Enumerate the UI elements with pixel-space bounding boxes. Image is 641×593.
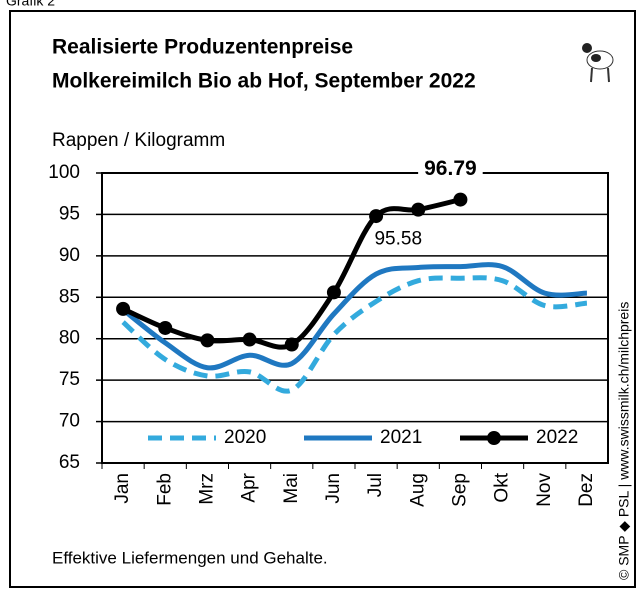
y-tick-label: 80	[59, 328, 80, 349]
chart-title: Molkereimilch Bio ab Hof, September 2022	[52, 70, 476, 93]
point	[411, 203, 425, 217]
legend-label: 2021	[380, 427, 422, 448]
series-line	[123, 200, 460, 348]
chart-title: Realisierte Produzentenpreise	[52, 36, 353, 59]
source: © SMP ◆ PSL | www.swissmilk.ch/milchprei…	[616, 302, 632, 580]
y-tick-label: 85	[59, 286, 80, 307]
legend-marker	[487, 431, 501, 445]
x-tick-label: Feb	[154, 473, 175, 506]
y-tick-label: 100	[48, 162, 80, 183]
point	[158, 321, 172, 335]
legend-label: 2020	[224, 427, 266, 448]
x-tick-label: Apr	[239, 472, 260, 502]
data-label: 95.58	[374, 229, 422, 250]
point	[327, 285, 341, 299]
y-tick-label: 95	[59, 203, 80, 224]
y-tick-label: 90	[59, 245, 80, 266]
point	[116, 302, 130, 316]
x-tick-label: Okt	[492, 472, 513, 502]
point	[369, 209, 383, 223]
x-tick-label: Mrz	[196, 473, 217, 505]
legend-label: 2022	[536, 427, 578, 448]
x-tick-label: Mai	[281, 473, 302, 504]
y-tick-label: 75	[59, 369, 80, 390]
footnote: Effektive Liefermengen und Gehalte.	[52, 548, 328, 567]
x-tick-label: Dez	[576, 473, 597, 507]
x-tick-label: Sep	[449, 473, 470, 507]
y-axis-label: Rappen / Kilogramm	[52, 130, 225, 151]
cow-icon	[582, 43, 613, 82]
point	[453, 193, 467, 207]
x-tick-label: Aug	[407, 473, 428, 507]
x-tick-label: Jul	[365, 473, 386, 497]
page-label: Grafik 2	[6, 0, 55, 9]
data-label: 96.79	[424, 157, 477, 180]
x-tick-label: Jan	[112, 473, 133, 504]
x-tick-label: Jun	[323, 473, 344, 504]
chart: Grafik 2 Realisierte Produzentenpreise M…	[0, 0, 641, 588]
x-tick-label: Nov	[534, 473, 555, 507]
point	[243, 333, 257, 347]
y-tick-label: 70	[59, 411, 80, 432]
y-tick-label: 65	[59, 452, 80, 473]
point	[200, 333, 214, 347]
point	[285, 338, 299, 352]
